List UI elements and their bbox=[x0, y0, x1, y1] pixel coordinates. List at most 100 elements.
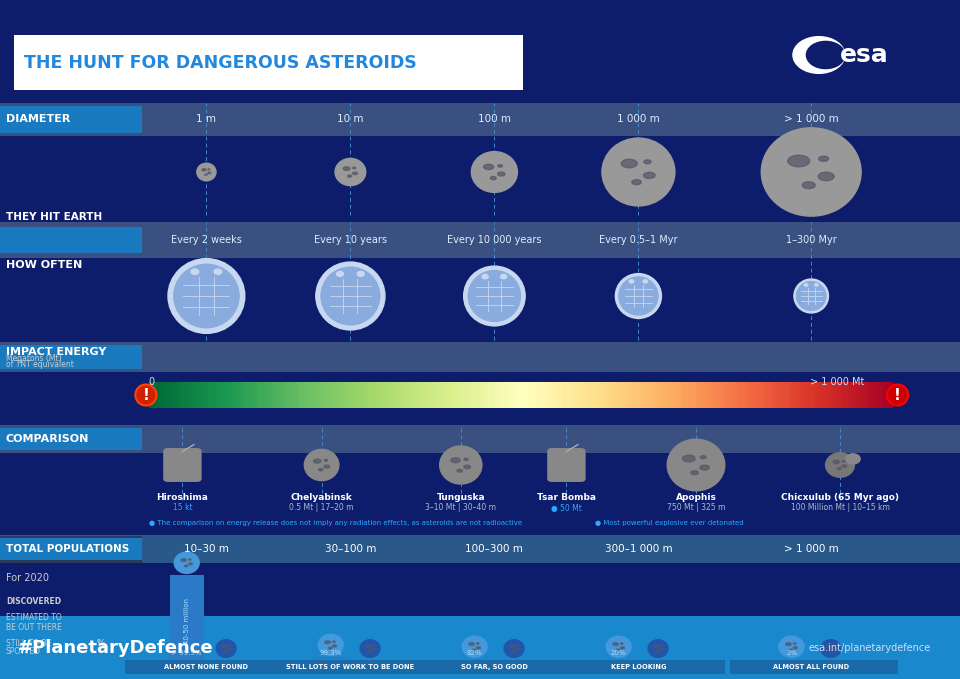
Text: #PlanetaryDefence: #PlanetaryDefence bbox=[17, 639, 213, 657]
Text: For 2020: For 2020 bbox=[6, 573, 49, 583]
Bar bbox=[852, 382, 856, 408]
Bar bbox=[250, 382, 253, 408]
Bar bbox=[488, 382, 492, 408]
Ellipse shape bbox=[660, 645, 661, 646]
Ellipse shape bbox=[318, 634, 344, 655]
Bar bbox=[639, 382, 644, 408]
Bar bbox=[562, 382, 565, 408]
FancyBboxPatch shape bbox=[163, 448, 202, 482]
Text: 3–10 Mt | 30–40 m: 3–10 Mt | 30–40 m bbox=[425, 504, 496, 513]
Bar bbox=[0, 227, 142, 253]
Text: 10 m: 10 m bbox=[337, 115, 364, 124]
Bar bbox=[629, 382, 633, 408]
Bar bbox=[324, 382, 327, 408]
Bar bbox=[707, 382, 711, 408]
Text: SO FAR, SO GOOD: SO FAR, SO GOOD bbox=[461, 664, 528, 670]
Bar bbox=[301, 382, 305, 408]
Ellipse shape bbox=[793, 643, 796, 644]
Text: > 1 000 m: > 1 000 m bbox=[783, 115, 839, 124]
Bar bbox=[260, 382, 265, 408]
Bar bbox=[811, 382, 815, 408]
Text: 0.5 Mt | 17–20 m: 0.5 Mt | 17–20 m bbox=[289, 504, 354, 513]
Ellipse shape bbox=[440, 446, 482, 484]
Text: esa: esa bbox=[840, 43, 889, 67]
Bar bbox=[532, 382, 537, 408]
Ellipse shape bbox=[332, 641, 335, 642]
Bar bbox=[785, 382, 789, 408]
Bar bbox=[885, 382, 890, 408]
Bar bbox=[696, 382, 700, 408]
Ellipse shape bbox=[319, 469, 323, 471]
Text: SPOTTED: SPOTTED bbox=[6, 646, 40, 655]
Bar bbox=[889, 382, 894, 408]
Bar bbox=[125, 661, 293, 674]
Bar bbox=[223, 382, 228, 408]
Bar bbox=[220, 382, 224, 408]
Text: of TNT equivalent: of TNT equivalent bbox=[6, 360, 74, 369]
Bar bbox=[314, 657, 348, 659]
Bar bbox=[867, 382, 871, 408]
Bar bbox=[190, 382, 194, 408]
Text: 100–300 m: 100–300 m bbox=[466, 544, 523, 554]
Ellipse shape bbox=[352, 172, 357, 175]
Ellipse shape bbox=[462, 636, 487, 657]
Bar bbox=[398, 382, 402, 408]
Ellipse shape bbox=[516, 648, 518, 650]
Bar bbox=[234, 382, 238, 408]
Bar bbox=[353, 382, 357, 408]
Bar bbox=[699, 382, 704, 408]
Bar bbox=[611, 382, 614, 408]
Bar bbox=[752, 382, 756, 408]
Bar bbox=[588, 382, 592, 408]
Circle shape bbox=[337, 272, 344, 276]
Ellipse shape bbox=[832, 645, 834, 646]
Ellipse shape bbox=[202, 168, 206, 171]
Bar bbox=[272, 382, 276, 408]
Text: 20%: 20% bbox=[611, 650, 627, 656]
Bar bbox=[655, 382, 659, 408]
Bar bbox=[710, 382, 714, 408]
Bar bbox=[0, 425, 960, 453]
Ellipse shape bbox=[788, 155, 809, 167]
Text: IMPACT ENERGY: IMPACT ENERGY bbox=[6, 346, 107, 356]
Bar bbox=[242, 382, 246, 408]
Text: THEY HIT EARTH: THEY HIT EARTH bbox=[6, 212, 102, 221]
Bar bbox=[557, 661, 725, 674]
Ellipse shape bbox=[700, 465, 709, 470]
Bar bbox=[744, 382, 748, 408]
Text: 10–30 m: 10–30 m bbox=[184, 544, 228, 554]
Bar bbox=[216, 382, 220, 408]
Ellipse shape bbox=[513, 650, 515, 652]
Bar bbox=[294, 382, 299, 408]
Bar bbox=[722, 382, 726, 408]
Text: ALMOST NONE FOUND: ALMOST NONE FOUND bbox=[164, 664, 249, 670]
Bar bbox=[276, 382, 279, 408]
Ellipse shape bbox=[468, 642, 474, 646]
Bar bbox=[309, 382, 313, 408]
Ellipse shape bbox=[184, 565, 188, 567]
Text: 750 Mt | 325 m: 750 Mt | 325 m bbox=[667, 504, 725, 513]
Bar bbox=[443, 382, 446, 408]
Ellipse shape bbox=[316, 262, 385, 330]
Bar bbox=[730, 661, 898, 674]
Bar bbox=[822, 382, 827, 408]
Ellipse shape bbox=[464, 458, 468, 460]
Bar bbox=[855, 382, 860, 408]
Circle shape bbox=[500, 274, 507, 279]
Bar bbox=[524, 382, 529, 408]
Circle shape bbox=[191, 269, 199, 274]
Bar bbox=[409, 382, 414, 408]
Bar bbox=[484, 382, 488, 408]
Text: DISCOVERED: DISCOVERED bbox=[6, 598, 60, 606]
Ellipse shape bbox=[667, 439, 725, 491]
Bar bbox=[428, 382, 432, 408]
Bar bbox=[540, 382, 543, 408]
Text: COMPARISON: COMPARISON bbox=[6, 434, 89, 444]
Bar bbox=[603, 382, 607, 408]
Ellipse shape bbox=[789, 649, 793, 650]
Circle shape bbox=[629, 280, 634, 283]
Bar bbox=[569, 382, 573, 408]
Ellipse shape bbox=[343, 167, 350, 170]
Bar bbox=[688, 382, 692, 408]
Circle shape bbox=[806, 41, 845, 69]
